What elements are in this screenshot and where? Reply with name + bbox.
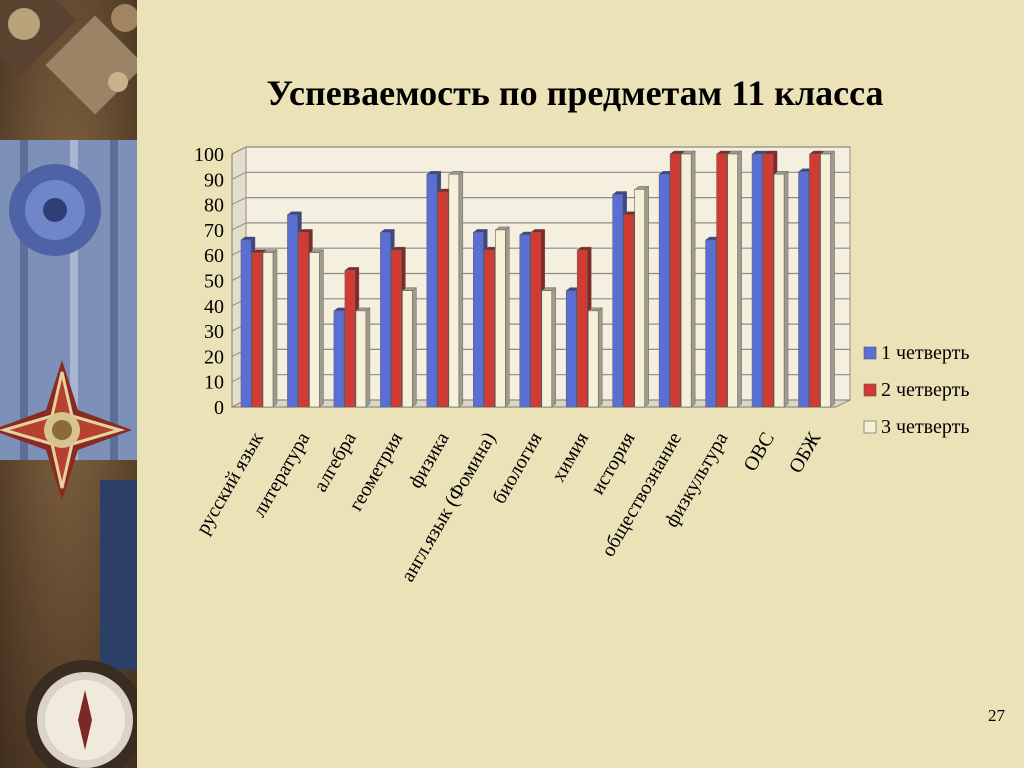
bar-side [690,150,696,408]
gridline-diagonal [231,197,247,206]
bar-front [798,171,809,408]
bar-front [251,252,263,408]
bar-front [530,232,542,408]
bar-front [473,232,484,408]
slide-title: Успеваемость по предметам 11 класса [266,73,884,113]
bar-front [298,232,309,408]
bar [541,287,557,408]
bar-front [495,229,506,408]
bar-front [333,310,345,408]
medals-and-compass-image [0,0,137,768]
bar [262,249,278,408]
bar [448,170,464,408]
legend-label: 3 четверть [881,416,969,438]
bar-front [634,189,645,408]
legend-label: 2 четверть [881,379,969,401]
page-number: 27 [988,706,1005,725]
bar-front [680,153,692,408]
bar-front [287,214,298,408]
bar-front [727,153,738,408]
bar-front [565,290,577,408]
y-tick-label: 30 [204,321,224,343]
bar-side [412,287,417,408]
bar-front [762,153,774,408]
bar-side [458,170,464,408]
bar [727,150,743,408]
bar-front [309,252,320,408]
bar-front [820,153,831,408]
bar-front [576,249,588,408]
bar [587,307,603,408]
bar-front [658,173,670,408]
bar [680,150,696,408]
x-tick-label: англ.язык (Фомина) [397,429,500,586]
bar-side [598,307,603,408]
x-tick-label: русский язык [192,428,268,538]
bar-side [783,170,789,408]
gridline-diagonal [231,222,247,231]
bar-front [751,153,763,408]
y-tick-label: 60 [204,245,224,267]
bar-side [830,150,835,408]
y-tick-label: 20 [204,346,224,368]
bar-front [773,173,785,408]
bar-side [551,287,556,408]
bar-front [612,194,623,408]
y-tick-label: 50 [204,271,224,293]
bar-front [541,290,553,408]
bar-front [705,239,716,408]
y-tick-label: 10 [204,372,224,394]
y-tick-label: 0 [214,397,224,419]
x-tick-label: алгебра [309,428,361,495]
bar-side [365,307,371,408]
bar-front [240,239,252,408]
bar-front [437,191,449,408]
bar-front [519,234,531,408]
bar [401,287,417,408]
bar-side [644,186,649,408]
bar [308,249,325,408]
bar-front [355,310,367,408]
bar-front [809,153,820,408]
y-tick-label: 100 [194,144,224,166]
legend-swatch [863,346,877,360]
x-tick-label: ОБЖ [785,428,826,477]
bar-front [426,173,438,408]
y-tick-label: 90 [204,169,224,191]
bar-side [505,226,510,408]
bar-side [737,150,742,408]
bar-front [448,173,460,408]
bar-front [262,252,274,408]
legend-label: 1 четверть [881,342,969,364]
bar [773,170,789,408]
gridline-diagonal [231,171,247,180]
bar [494,226,510,408]
bar-side [319,249,324,408]
bar-front [344,270,356,408]
bar-front [669,153,681,408]
bar [634,186,650,408]
bar-front [587,310,599,408]
y-tick-label: 70 [204,220,224,242]
x-tick-label: химия [547,429,593,486]
legend-swatch [863,383,877,397]
bar-side [272,249,278,408]
legend-swatch [863,420,877,434]
y-tick-label: 80 [204,195,224,217]
bar-front [484,249,495,408]
bar-front [716,153,727,408]
bar-front [391,249,402,408]
gridline-diagonal [231,146,247,155]
x-tick-label: ОВС [739,429,779,476]
decorative-side-image [0,0,137,768]
bar [819,150,836,408]
bar-front [380,232,391,408]
y-tick-label: 40 [204,296,224,318]
bar [355,307,371,408]
bar-front [623,214,634,408]
bar-front [402,290,413,408]
x-tick-label: физика [404,428,453,492]
